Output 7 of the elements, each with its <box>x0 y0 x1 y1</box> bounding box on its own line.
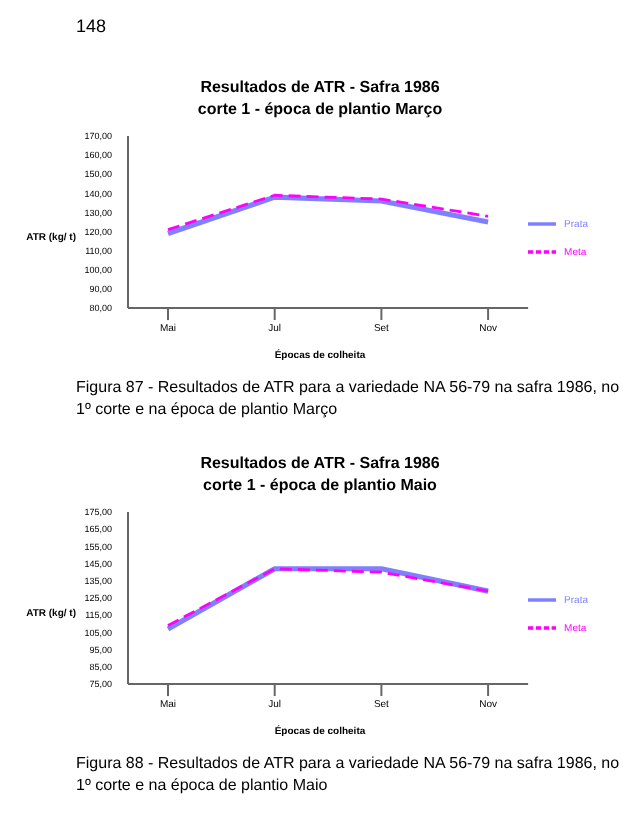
text: Figura 87 - Resultados de ATR para a variedade NA 56-79 na safra 1986, no 1º corte e na época de plantio Março <box>76 376 622 420</box>
chart-title: Resultados de ATR - Safra 1986 <box>198 452 442 474</box>
chart-subtitle: corte 1 - época de plantio Maio <box>201 474 439 496</box>
text: Figura 88 - Resultados de ATR para a variedade NA 56-79 na safra 1986, no 1º corte e na época de plantio Maio <box>76 752 622 796</box>
chart-subtitle: corte 1 - época de plantio Março <box>195 98 445 120</box>
chart-title: Resultados de ATR - Safra 1986 <box>198 76 442 98</box>
text: 148 <box>76 16 109 40</box>
